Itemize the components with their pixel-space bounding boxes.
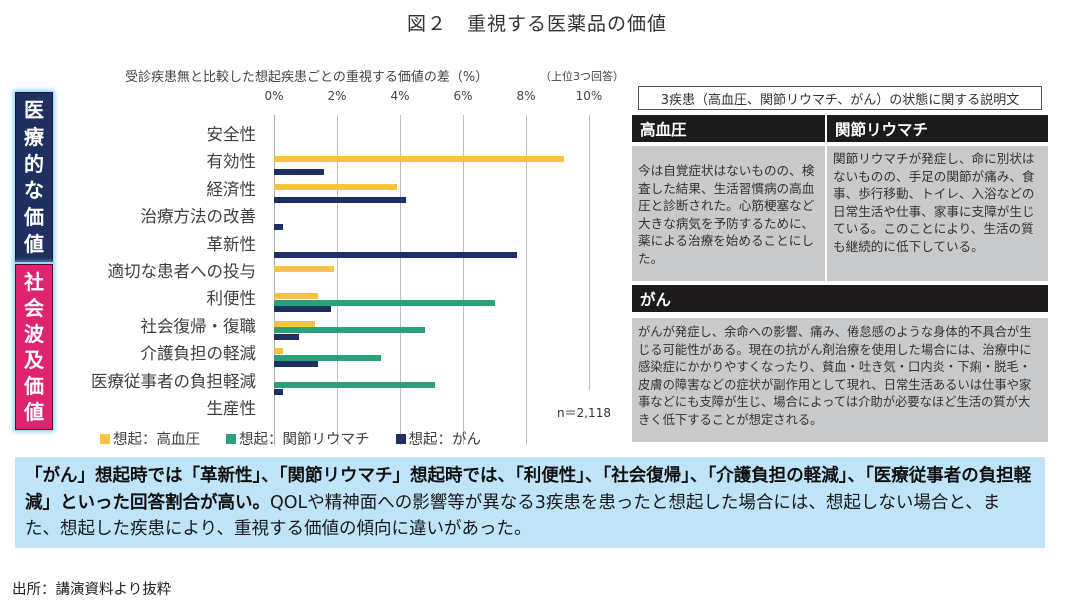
group-label-char: 波 [24,322,44,346]
hypertension-heading: 高血圧 [632,115,825,142]
bar-hypertension [274,183,397,190]
group-label-char: 的 [24,151,44,176]
legend-swatch-icon [100,433,110,444]
x-tick-label: 4% [390,89,410,103]
hypertension-description: 今は自覚症状はないものの、検査した結果、生活習慣病の高血圧と診断された。心筋梗塞… [632,146,825,281]
bar-hypertension [274,156,564,163]
gridline [274,115,275,445]
legend-label: 想起：関節リウマチ [239,432,370,448]
bar-cancer [274,361,319,368]
x-tick-label: 10% [575,89,603,103]
group-label-char: 値 [24,400,44,424]
gridline [400,115,401,445]
bar-rheumatism [274,354,382,361]
legend-label: 想起：高血圧 [113,432,200,448]
group-label-medical-value: 医療的な価値 [15,92,53,262]
legend-item: 想起：高血圧 [100,428,200,449]
legend-swatch-icon [395,433,406,444]
category-label: 介護負担の軽減 [140,344,257,364]
bar-cancer [274,333,300,340]
summary-box: 「がん」想起時では「革新性」、「関節リウマチ」想起時では、「利便性」、「社会復帰… [15,457,1045,548]
bar-cancer [274,224,284,231]
chart-legend: 想起：高血圧 想起：関節リウマチ 想起：がん [100,428,481,449]
group-label-char: 会 [24,296,44,320]
bar-cancer [274,169,325,176]
bar-rheumatism [274,299,495,306]
x-tick-label: 2% [327,89,347,103]
bar-hypertension [274,348,284,355]
group-label-char: 価 [24,374,44,398]
category-label: 適切な患者への投与 [107,262,257,281]
gridline [589,115,590,390]
bar-cancer [274,196,407,203]
summary-bold: 「がん」想起時では「革新性」、「関節リウマチ」想起時では、「利便性」、「社会復帰… [25,466,1032,513]
category-label: 安全性 [206,125,257,144]
cancer-description: がんが発症し、余命への影響、痛み、倦怠感のような身体的不具合が生じる可能性がある… [632,318,1048,442]
category-label: 治療方法の改善 [140,207,257,227]
bar-hypertension [274,293,319,300]
gridline [526,115,527,445]
group-label-char: 価 [24,204,44,229]
sample-size: n＝2,118 [557,406,611,420]
x-tick-label: 6% [453,89,473,103]
legend-label: 想起：がん [408,432,482,448]
group-label-char: 及 [24,348,44,372]
category-label: 生産性 [206,399,257,418]
bar-cancer [274,251,517,258]
rheumatism-heading: 関節リウマチ [827,115,1048,142]
gridline [463,115,464,445]
axis-note: （上位3つ回答） [540,70,624,83]
group-label-char: 社 [24,270,44,294]
bar-hypertension [274,320,315,327]
legend-item: 想起：関節リウマチ [226,428,370,449]
cancer-heading: がん [632,285,1048,312]
legend-item: 想起：がん [395,428,482,449]
category-label: 医療従事者の負担軽減 [91,371,256,391]
category-label: 革新性 [206,234,257,254]
category-label: 社会復帰・復職 [140,316,257,336]
bar-rheumatism [274,382,435,389]
bar-cancer [274,306,331,313]
rheumatism-description: 関節リウマチが発症し、命に別状はないものの、手足の関節が痛み、食事、歩行移動、ト… [827,146,1048,281]
figure-title: 図２ 重視する医薬品の価値 [406,13,667,35]
gridline [337,115,338,445]
source-note: 出所：講演資料より抜粋 [12,582,172,598]
bar-hypertension [274,266,334,272]
group-label-social-value: 社会波及価値 [15,264,53,430]
group-label-char: 療 [24,124,44,149]
category-label: 利便性 [206,289,257,309]
group-label-char: 値 [24,231,44,256]
x-tick-label: 0% [264,89,284,103]
axis-title: 受診疾患無と比較した想起疾患ごとの重視する価値の差（%） [125,70,489,85]
category-label: 経済性 [206,179,257,199]
bar-cancer [274,388,284,395]
group-label-char: な [24,178,44,203]
summary-text: QOLや精神面への影響等が異なる3疾患を患ったと想起した場合には、想起しない場合… [25,492,1001,540]
legend-swatch-icon [226,433,236,444]
category-label: 有効性 [206,152,257,172]
x-tick-label: 8% [516,89,536,103]
description-panel-title: 3疾患（高血圧、関節リウマチ、がん）の状態に関する説明文 [638,86,1042,110]
bar-rheumatism [274,327,426,334]
group-label-char: 医 [24,98,44,123]
